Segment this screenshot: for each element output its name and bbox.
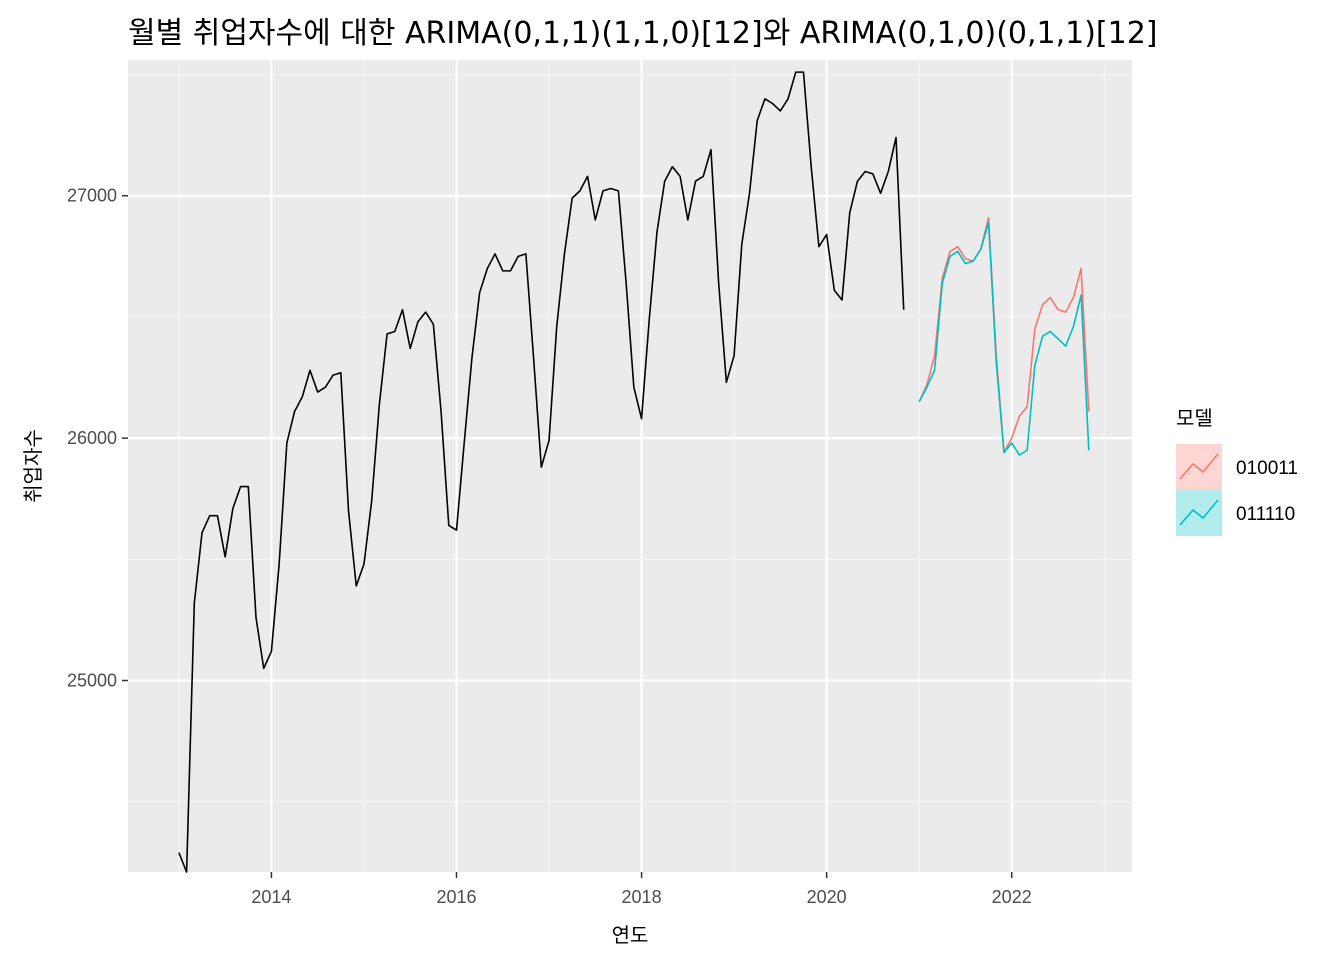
legend-key-bg: [1176, 490, 1222, 536]
x-tick-label: 2018: [622, 887, 662, 907]
y-axis: 25000 26000 27000: [67, 186, 128, 691]
y-axis-title: 취업자수: [21, 429, 45, 503]
y-tick-label: 26000: [67, 428, 117, 448]
legend-key-line: [1179, 499, 1219, 526]
y-tick-label: 27000: [67, 186, 117, 206]
plot-panel: [128, 60, 1132, 872]
x-tick-label: 2014: [251, 887, 291, 907]
x-tick-label: 2020: [807, 887, 847, 907]
legend-key-line: [1179, 453, 1219, 480]
legend-label-010011: 010011: [1236, 458, 1298, 479]
x-tick-label: 2022: [992, 887, 1032, 907]
legend-key-bg: [1176, 444, 1222, 490]
legend-key-010011: [1176, 444, 1222, 490]
legend-key-011110: [1176, 490, 1222, 536]
legend-label-011110: 011110: [1236, 504, 1295, 525]
x-tick-label: 2016: [436, 887, 476, 907]
chart-title: 월별 취업자수에 대한 ARIMA(0,1,1)(1,1,0)[12]와 ARI…: [128, 16, 1158, 51]
legend-title: 모델: [1176, 406, 1213, 430]
x-axis: 2014 2016 2018 2020 2022: [251, 872, 1032, 907]
x-axis-title: 연도: [612, 923, 649, 947]
y-tick-label: 25000: [67, 671, 117, 691]
series-line-011110: [918, 221, 1090, 456]
major-gridlines: [128, 60, 1132, 872]
legend: 모델 010011 011110: [1176, 406, 1298, 536]
series-lines: [178, 71, 1090, 873]
series-line-observed: [178, 71, 905, 873]
